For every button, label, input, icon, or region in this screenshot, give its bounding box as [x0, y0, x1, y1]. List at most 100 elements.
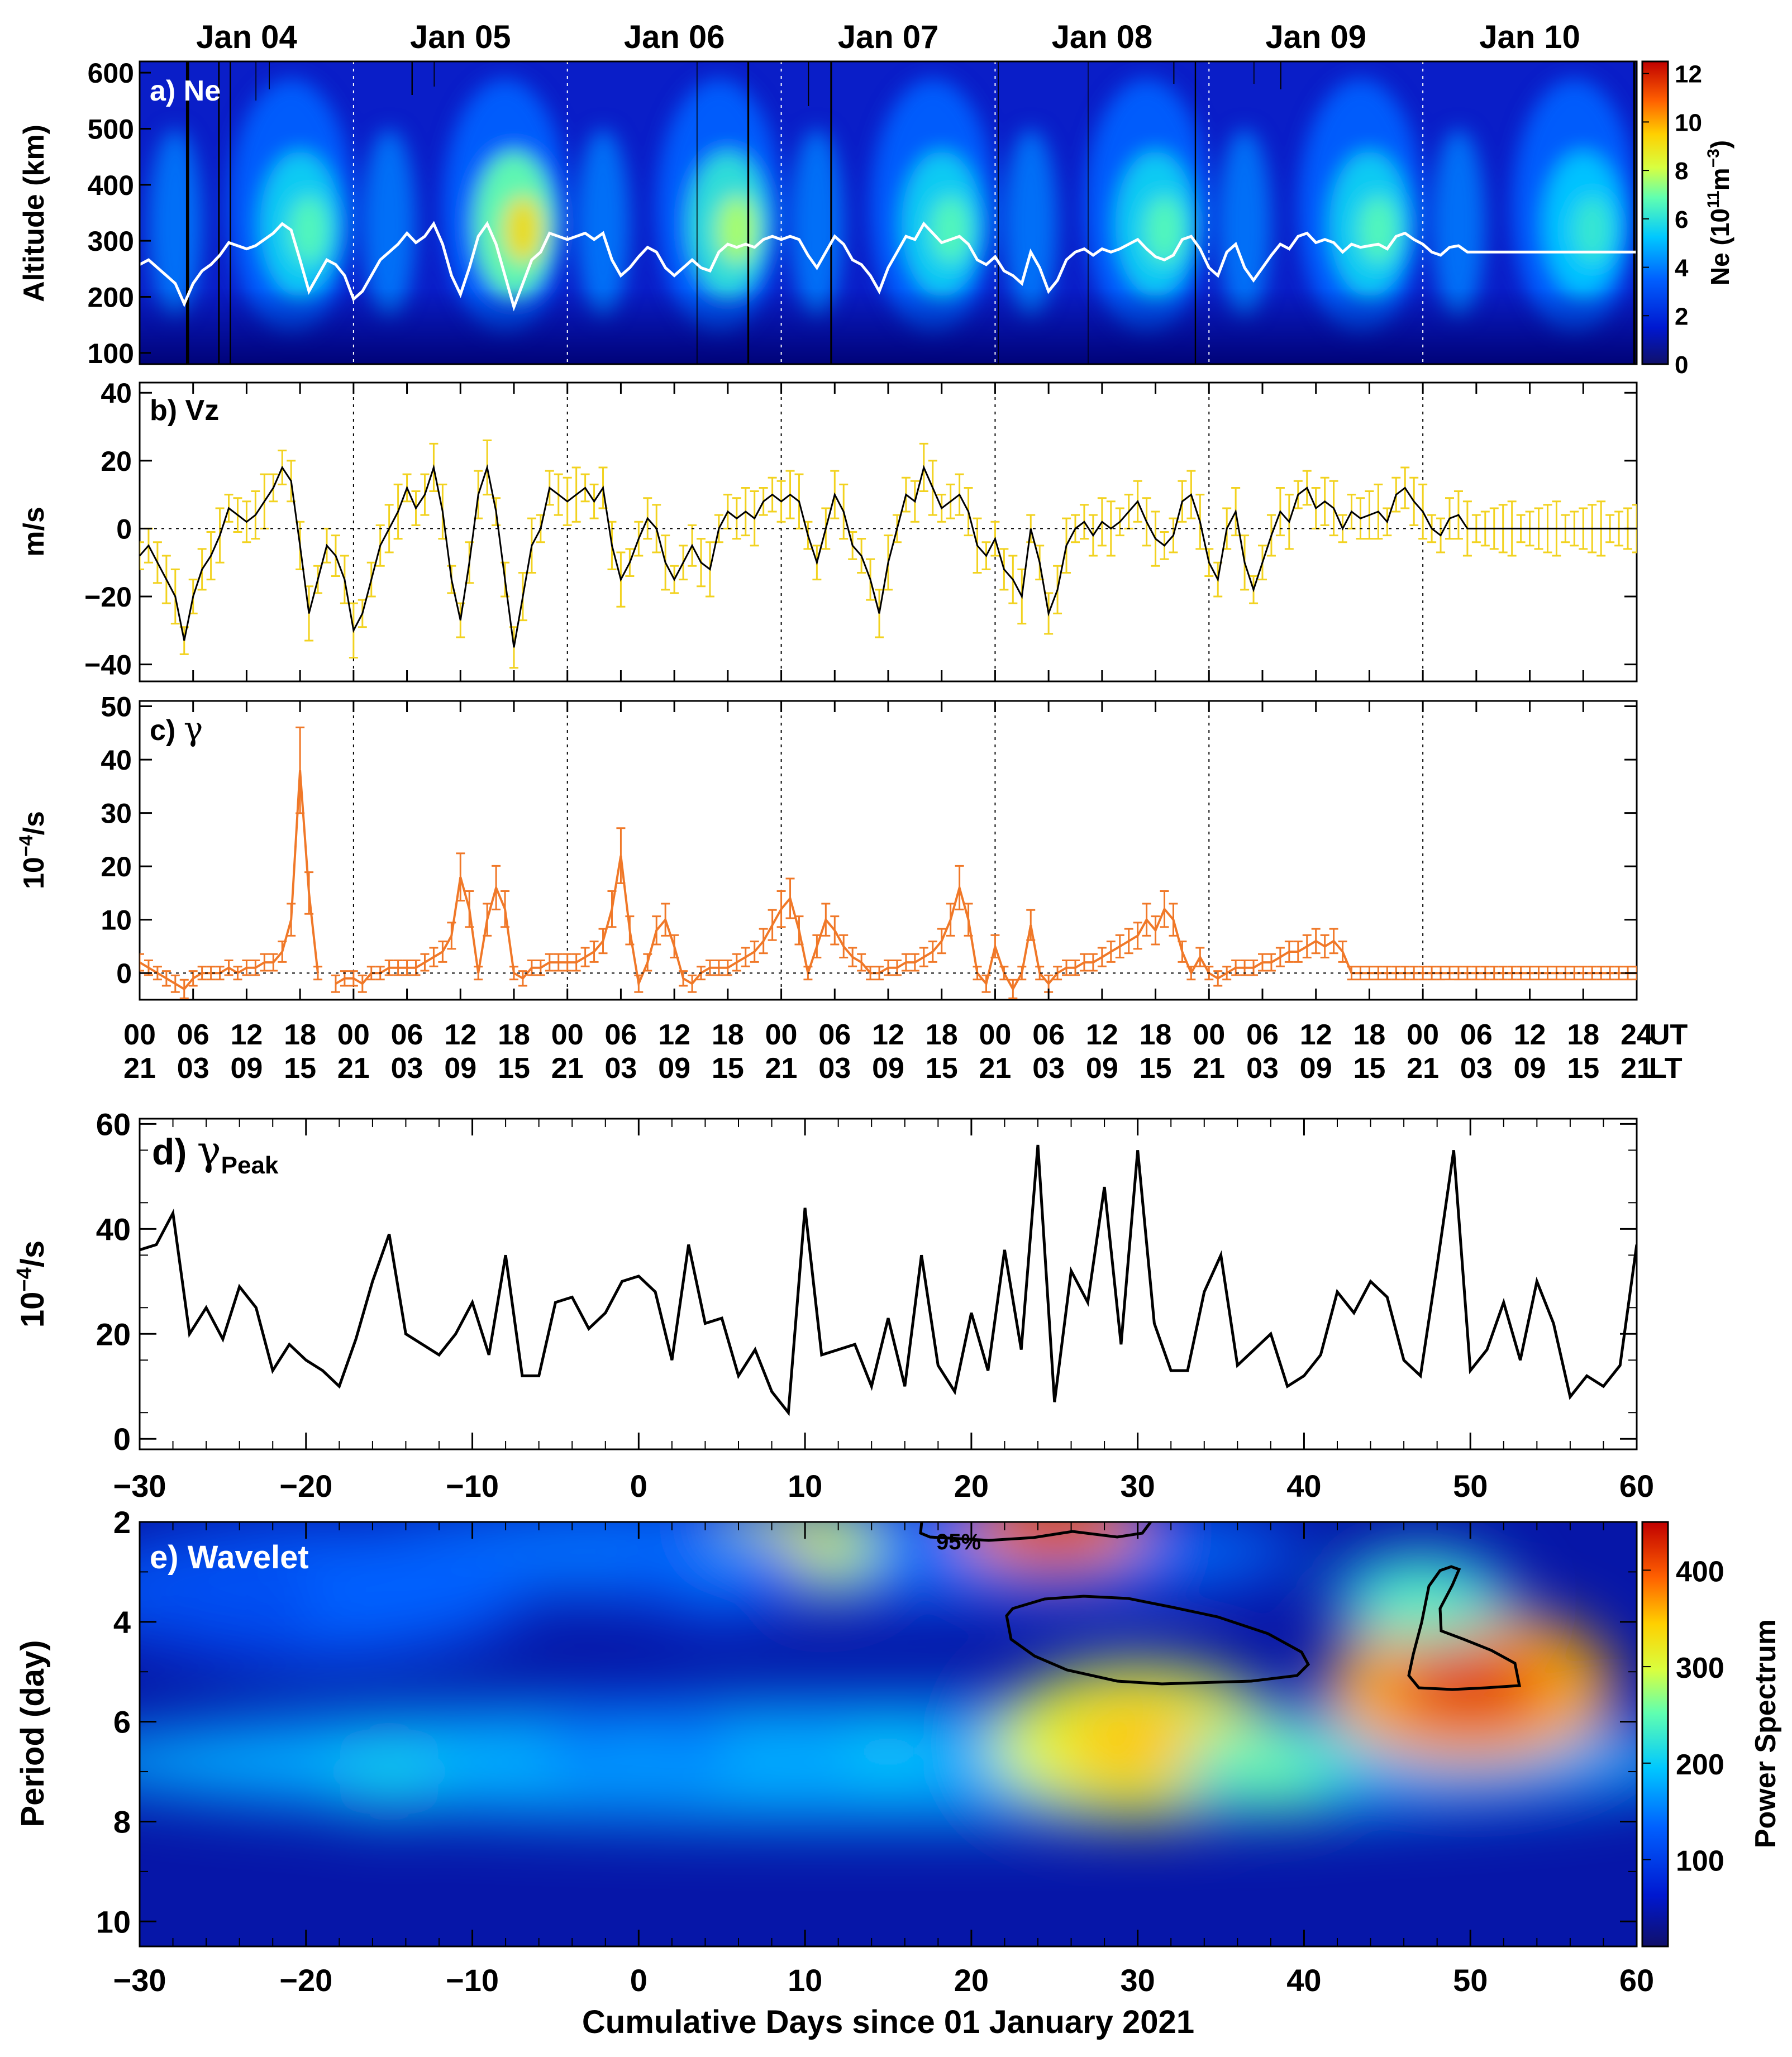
colorbar-tick-label: 4: [1675, 255, 1689, 282]
ut-tick-label: 00: [337, 1019, 370, 1051]
panel-d-ylabel: 10−4/s: [13, 1240, 51, 1328]
ut-tick-label: 06: [818, 1019, 851, 1051]
x-tick-label: 10: [788, 1468, 822, 1504]
lt-tick-label: 03: [1032, 1052, 1065, 1085]
date-labels: Jan 04 Jan 05 Jan 06 Jan 07 Jan 08 Jan 09 Jan …: [196, 19, 1580, 55]
y-tick-label: −20: [84, 581, 132, 613]
wavelet-blob-core: [673, 1547, 771, 1597]
ut-tick-label: 06: [1460, 1019, 1493, 1051]
lt-tick-label: 03: [1460, 1052, 1493, 1085]
x-tick-label: −20: [279, 1963, 332, 1998]
lt-tick-label: 15: [498, 1052, 530, 1085]
ut-tick-label: 12: [444, 1019, 476, 1051]
date-label: Jan 04: [196, 19, 297, 55]
lt-tick-label: 03: [177, 1052, 209, 1085]
ut-tick-label: 18: [498, 1019, 530, 1051]
y-tick-label: 6: [113, 1705, 131, 1740]
colorbar-tick-label: 100: [1676, 1845, 1724, 1878]
ne-bottom-shading: [140, 61, 1637, 364]
colorbar-tick-label: 6: [1675, 206, 1688, 233]
panel-d-label: d) γPeak: [152, 1127, 279, 1179]
lt-tick-label: 21: [551, 1052, 584, 1085]
panel-e-xlabel: Cumulative Days since 01 January 2021: [582, 2004, 1194, 2040]
x-tick-label: −20: [279, 1468, 332, 1504]
lt-tick-label: 15: [1353, 1052, 1386, 1085]
x-tick-label: 40: [1286, 1963, 1321, 1998]
lt-tick-label: 15: [284, 1052, 316, 1085]
x-tick-label: 60: [1619, 1468, 1654, 1504]
lt-tick-label: 21: [765, 1052, 798, 1085]
significance-contour-30day: [1005, 1595, 1310, 1686]
x-tick-label: 60: [1619, 1963, 1654, 1998]
ut-tick-label: 12: [872, 1019, 904, 1051]
panel-a-frame: [139, 60, 1638, 365]
x-tick-label: 20: [954, 1468, 989, 1504]
ut-tick-label: 00: [1193, 1019, 1225, 1051]
y-tick-label: 2: [113, 1505, 131, 1540]
colorbar-tick-label: 200: [1676, 1749, 1724, 1781]
ut-tick-label: 12: [1514, 1019, 1546, 1051]
ne-colorbar-ticks: 0 2 4 6 8 10 12: [1642, 61, 1702, 379]
lt-tick-label: 09: [658, 1052, 690, 1085]
significance-contour-50day: [1407, 1565, 1522, 1691]
panel-c-frame: [139, 700, 1638, 1001]
colorbar-tick-label: 8: [1675, 158, 1688, 185]
lt-axis-label: LT: [1649, 1052, 1683, 1085]
panel-b-vertical-drift: 40 20 0 −20 −40 b) Vz m/s: [18, 378, 1638, 683]
panel-e-ylabel: Period (day): [15, 1640, 51, 1827]
y-tick-label: 40: [101, 378, 132, 409]
ut-tick-label: 00: [1407, 1019, 1439, 1051]
ne-colorbar: [1641, 60, 1669, 365]
lt-tick-label: 09: [1514, 1052, 1546, 1085]
ne-gap-top: [433, 61, 435, 87]
panel-a-y-ticks: 600 500 400 300 200 100: [88, 58, 151, 369]
significance-label: 95%: [936, 1530, 981, 1554]
y-tick-label: 20: [101, 446, 132, 477]
ut-tick-label: 06: [1246, 1019, 1279, 1051]
ne-gap-streak: [1633, 61, 1636, 364]
x-tick-label: 20: [954, 1963, 989, 1998]
y-tick-label: 20: [96, 1316, 131, 1352]
lt-tick-label: 03: [1246, 1052, 1279, 1085]
panel-c-ylabel: 10−4/s: [16, 811, 50, 889]
panel-e-frame: [139, 1521, 1638, 1948]
lt-tick-label: 15: [1140, 1052, 1172, 1085]
ut-tick-labels: 00 06 12 18 00 06 12 18 00 06 12 18 00 06 12 18 00 06 12 18…: [123, 1019, 1653, 1051]
y-tick-label: 300: [88, 226, 134, 257]
date-label: Jan 08: [1052, 19, 1153, 55]
ut-tick-label: 06: [1032, 1019, 1065, 1051]
y-tick-label: 40: [96, 1211, 131, 1247]
panel-a-ylabel: Altitude (km): [18, 125, 50, 302]
lt-tick-label: 09: [231, 1052, 263, 1085]
y-tick-label: 0: [116, 513, 132, 545]
wavelet-blob-core: [1390, 1644, 1551, 1730]
ut-tick-label: 12: [1300, 1019, 1332, 1051]
x-tick-label: 0: [630, 1963, 647, 1998]
ut-tick-label: 18: [1567, 1019, 1599, 1051]
y-tick-label: 200: [88, 282, 134, 313]
x-tick-label: 30: [1121, 1963, 1155, 1998]
ne-gap-streak: [185, 61, 189, 364]
y-tick-label: 10: [96, 1904, 131, 1939]
y-tick-label: 60: [96, 1106, 131, 1142]
wavelet-blob-core: [839, 1727, 937, 1777]
ut-tick-label: 12: [658, 1019, 690, 1051]
x-tick-label: 50: [1453, 1963, 1488, 1998]
hmf2-line: [140, 221, 1637, 312]
wavelet-blob-core: [1371, 1572, 1470, 1622]
wavelet-colorbar-ticks: 100 200 300 400: [1642, 1555, 1724, 1878]
date-label: Jan 05: [410, 19, 511, 55]
panel-a-label: a) Ne: [150, 75, 221, 107]
ut-tick-label: 06: [391, 1019, 423, 1051]
x-tick-label: 10: [788, 1963, 822, 1998]
date-label: Jan 07: [838, 19, 939, 55]
date-label: Jan 10: [1479, 19, 1580, 55]
y-tick-label: 8: [113, 1804, 131, 1839]
y-tick-label: 400: [88, 170, 134, 201]
y-tick-label: 100: [88, 338, 134, 369]
ut-tick-label: 12: [1086, 1019, 1118, 1051]
wavelet-blob-core: [340, 1747, 439, 1797]
lt-tick-label: 03: [605, 1052, 637, 1085]
date-label: Jan 06: [624, 19, 725, 55]
